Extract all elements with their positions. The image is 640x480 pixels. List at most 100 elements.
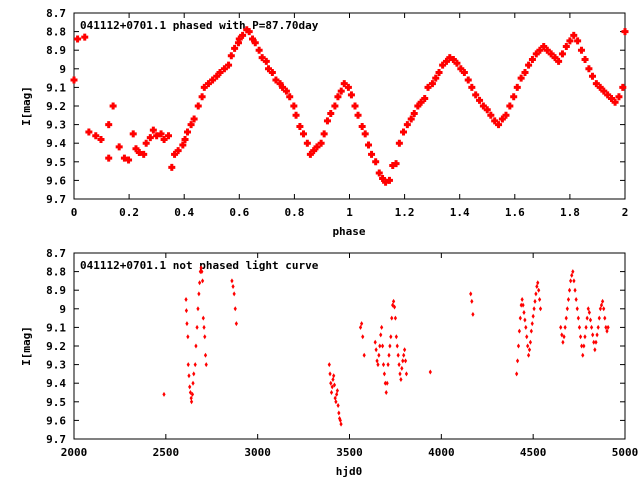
data-point bbox=[209, 76, 217, 84]
data-point bbox=[135, 149, 143, 156]
y-tick-label: 9.4 bbox=[46, 377, 66, 390]
data-point bbox=[400, 365, 404, 371]
chart-title: 041112+0701.1 phased with P=87.70day bbox=[80, 19, 319, 32]
data-point bbox=[575, 306, 579, 312]
y-tick-label: 9.6 bbox=[46, 414, 66, 427]
data-point bbox=[479, 102, 487, 110]
data-points bbox=[70, 26, 629, 186]
data-point bbox=[395, 343, 399, 349]
data-point bbox=[188, 390, 193, 395]
data-point bbox=[403, 121, 411, 129]
data-point bbox=[600, 87, 608, 95]
data-point bbox=[551, 54, 559, 62]
data-point bbox=[536, 280, 540, 286]
y-tick-label: 9.3 bbox=[46, 359, 66, 372]
data-point bbox=[109, 102, 117, 110]
data-point bbox=[566, 297, 571, 302]
data-point bbox=[536, 46, 544, 54]
data-point bbox=[120, 154, 128, 162]
y-tick-label: 9.4 bbox=[46, 137, 66, 150]
y-axis-label: I[mag] bbox=[20, 86, 33, 126]
y-tick-labels: 8.7 8.8 8.9 9 9.1 9.2 9.3 9.4 9.5 9.6 9.7 bbox=[46, 7, 66, 206]
data-point bbox=[439, 61, 447, 69]
y-tick-label: 9 bbox=[59, 303, 66, 316]
data-point bbox=[331, 376, 335, 382]
data-point bbox=[487, 111, 495, 119]
data-point bbox=[564, 315, 568, 321]
data-point bbox=[184, 297, 188, 302]
data-point bbox=[320, 130, 328, 138]
data-point bbox=[532, 306, 536, 312]
y-tick-label: 8.9 bbox=[46, 284, 66, 297]
x-tick-label: 0.2 bbox=[119, 206, 139, 219]
data-point bbox=[282, 87, 290, 95]
data-point bbox=[105, 121, 113, 129]
data-point bbox=[200, 83, 208, 91]
data-point bbox=[516, 343, 521, 349]
data-point bbox=[245, 28, 253, 36]
data-point bbox=[401, 358, 405, 364]
data-point bbox=[604, 91, 612, 99]
data-point bbox=[220, 65, 228, 73]
data-point bbox=[234, 321, 238, 327]
tick-marks bbox=[73, 12, 626, 200]
data-point bbox=[199, 265, 203, 271]
data-point bbox=[290, 102, 298, 110]
data-point bbox=[368, 150, 376, 158]
data-point bbox=[190, 115, 198, 123]
data-point bbox=[146, 134, 154, 142]
data-point bbox=[562, 42, 570, 50]
data-point bbox=[81, 33, 89, 41]
chart-title: 041112+0701.1 not phased light curve bbox=[80, 259, 319, 272]
x-axis-label: phase bbox=[332, 225, 365, 238]
data-point bbox=[469, 291, 473, 297]
data-point bbox=[398, 371, 402, 377]
data-point bbox=[506, 102, 514, 110]
data-point bbox=[380, 324, 384, 330]
data-point bbox=[193, 362, 197, 368]
data-point bbox=[129, 130, 137, 138]
data-point bbox=[395, 139, 403, 147]
data-point bbox=[518, 315, 522, 321]
data-point bbox=[410, 109, 418, 117]
data-point bbox=[332, 373, 336, 379]
x-tick-label: 1 bbox=[346, 206, 353, 219]
y-tick-label: 8.7 bbox=[46, 7, 66, 20]
data-point bbox=[588, 317, 593, 323]
data-point bbox=[235, 35, 243, 43]
data-point bbox=[393, 315, 398, 321]
data-point bbox=[615, 93, 623, 101]
data-point bbox=[563, 324, 567, 330]
data-point bbox=[233, 306, 237, 312]
data-point bbox=[407, 115, 415, 123]
data-point bbox=[196, 306, 200, 312]
data-point bbox=[530, 321, 534, 327]
data-point bbox=[502, 111, 510, 119]
data-point bbox=[327, 109, 335, 117]
data-point bbox=[428, 80, 436, 88]
data-points bbox=[162, 265, 610, 427]
data-point bbox=[389, 162, 397, 170]
data-point bbox=[525, 334, 529, 340]
data-point bbox=[201, 315, 205, 321]
data-point bbox=[513, 83, 521, 91]
data-point bbox=[537, 297, 542, 302]
data-point bbox=[526, 343, 530, 349]
x-tick-label: 1.6 bbox=[505, 206, 525, 219]
data-point bbox=[457, 65, 465, 73]
data-point bbox=[313, 143, 321, 151]
data-point bbox=[576, 315, 580, 321]
data-point bbox=[276, 80, 284, 88]
data-point bbox=[268, 69, 276, 77]
x-tick-label: 0.4 bbox=[174, 206, 194, 219]
data-point bbox=[225, 61, 233, 69]
data-point bbox=[394, 334, 398, 340]
data-point bbox=[597, 315, 601, 321]
data-point bbox=[583, 334, 587, 340]
data-point bbox=[417, 98, 425, 106]
data-point bbox=[464, 76, 472, 84]
data-point bbox=[386, 362, 390, 368]
data-point bbox=[533, 298, 537, 304]
data-point bbox=[392, 160, 400, 168]
